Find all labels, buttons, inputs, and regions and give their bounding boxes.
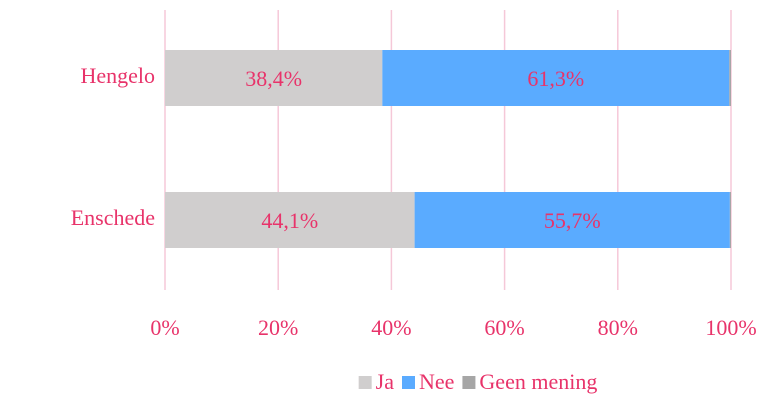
x-tick-label: 0% bbox=[150, 315, 179, 340]
bar-segment bbox=[382, 50, 730, 106]
bar-segment bbox=[165, 192, 415, 248]
bar-segment bbox=[414, 192, 730, 248]
bar-segment bbox=[729, 50, 731, 106]
y-tick-label: Enschede bbox=[71, 205, 155, 230]
legend-label: Ja bbox=[376, 369, 395, 394]
x-tick-label: 40% bbox=[371, 315, 411, 340]
bar-segment bbox=[729, 192, 731, 248]
legend-label: Nee bbox=[419, 369, 454, 394]
data-label: 44,1% bbox=[261, 208, 318, 233]
data-label: 61,3% bbox=[527, 66, 584, 91]
legend-swatch bbox=[462, 376, 476, 389]
data-label: 55,7% bbox=[544, 208, 601, 233]
x-tick-label: 20% bbox=[258, 315, 298, 340]
bar-segment bbox=[165, 50, 383, 106]
x-tick-label: 60% bbox=[484, 315, 524, 340]
legend-swatch bbox=[402, 376, 415, 389]
x-tick-label: 100% bbox=[705, 315, 756, 340]
x-tick-label: 80% bbox=[598, 315, 638, 340]
data-label: 38,4% bbox=[245, 66, 302, 91]
legend-swatch bbox=[358, 376, 372, 389]
legend-label: Geen mening bbox=[479, 369, 597, 394]
y-tick-label: Hengelo bbox=[80, 63, 155, 88]
